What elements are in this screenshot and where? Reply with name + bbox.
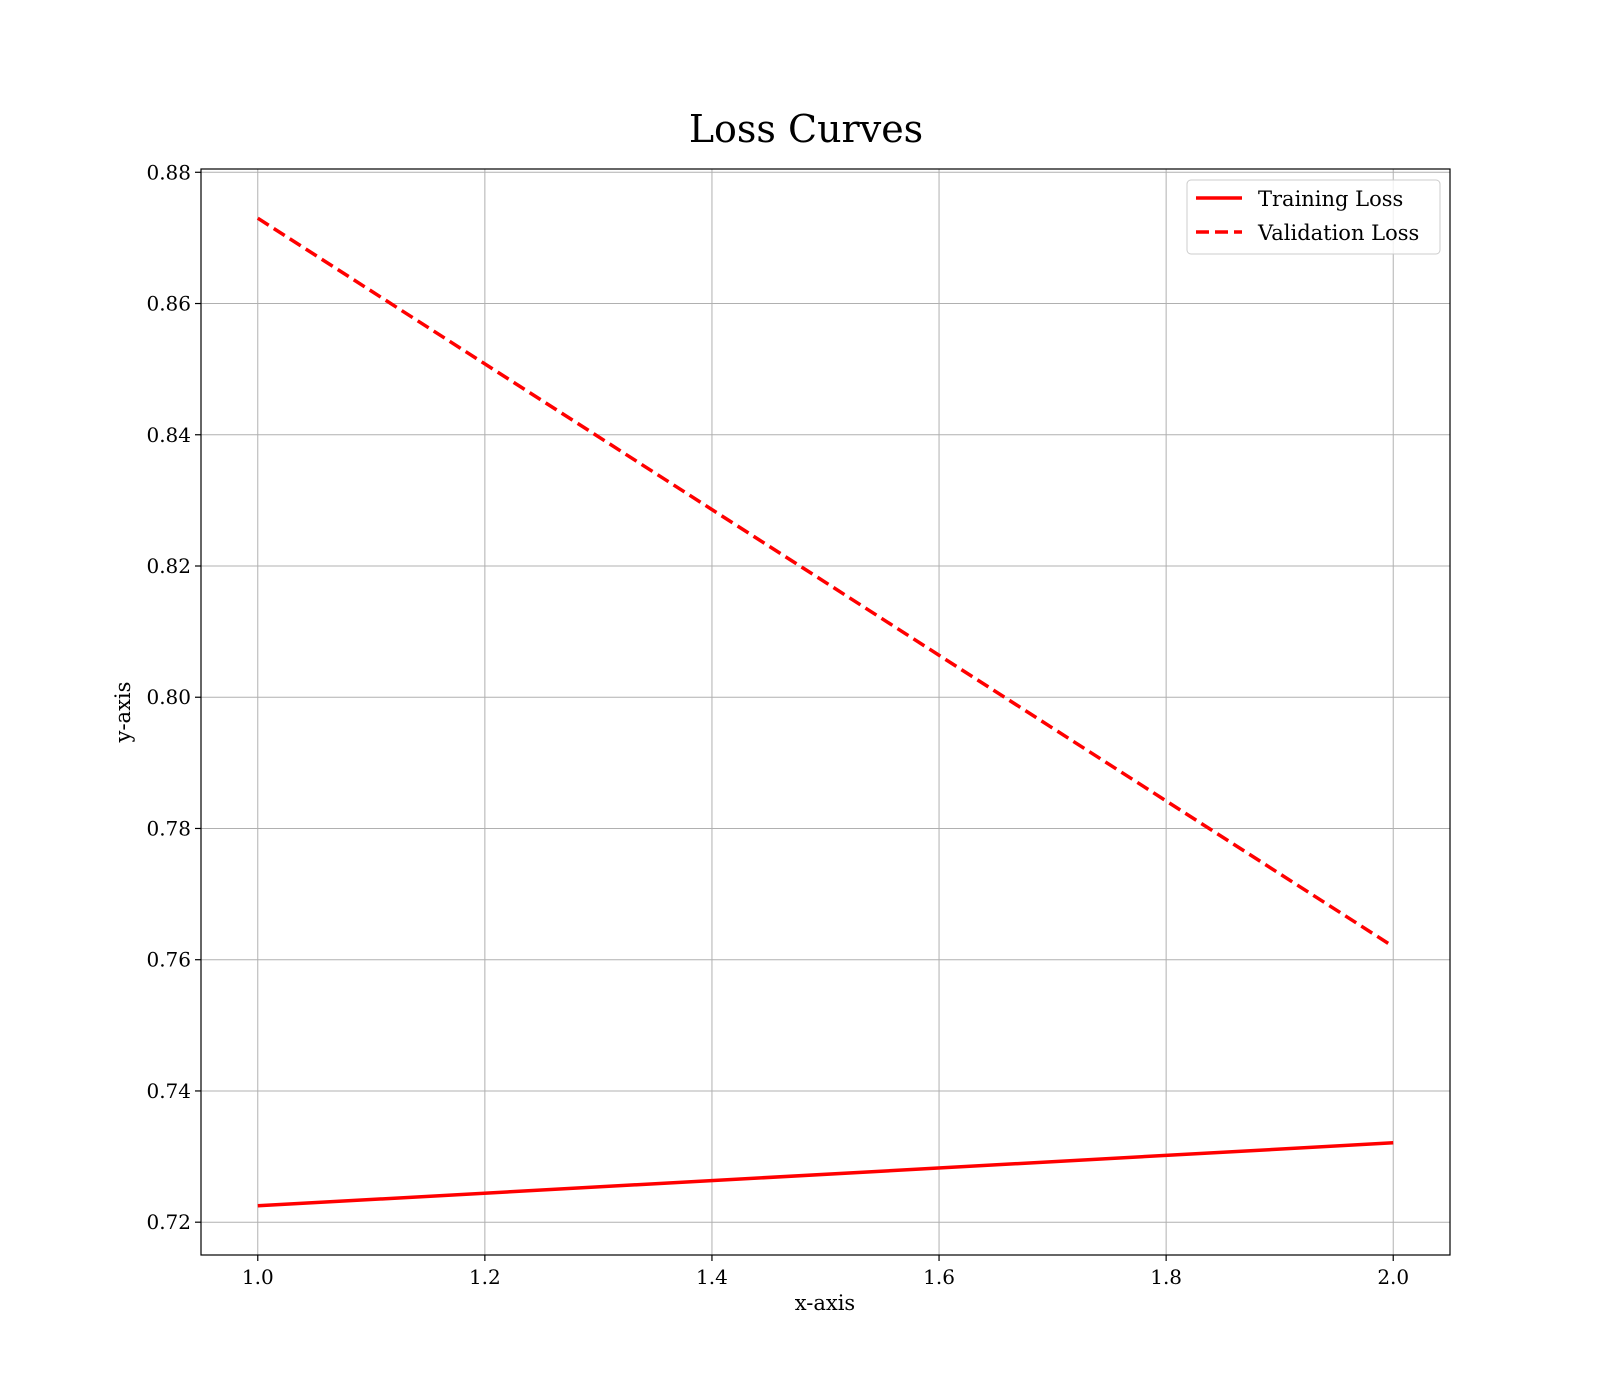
y-tick-label: 0.76 [146,948,191,972]
series-line-training-loss [257,1141,1394,1208]
y-axis-label: y-axis [111,682,135,744]
y-tick-label: 0.80 [146,685,191,709]
x-axis-ticks: 1.0 1.2 1.4 1.6 1.8 2.0 [242,1255,1409,1289]
x-tick-label: 2.0 [1377,1265,1409,1289]
y-tick-label: 0.74 [146,1079,191,1103]
legend: Training Loss Validation Loss [1186,179,1441,255]
y-tick-label: 0.78 [146,816,191,840]
plot-area-frame [200,168,1451,1256]
x-tick-label: 1.2 [469,1265,501,1289]
y-tick-label: 0.84 [146,423,191,447]
legend-label-training-loss: Training Loss [1258,187,1403,211]
legend-label-validation-loss: Validation Loss [1257,221,1419,245]
series-lines [256,216,1395,1208]
y-axis-ticks: 0.72 0.74 0.76 0.78 0.80 0.82 0.84 0.86 0.88 [146,160,201,1234]
y-tick-label: 0.86 [146,292,191,316]
x-tick-label: 1.4 [696,1265,728,1289]
y-tick-label: 0.72 [146,1210,191,1234]
legend-box [1186,179,1441,255]
x-tick-label: 1.0 [242,1265,274,1289]
x-tick-label: 1.8 [1150,1265,1182,1289]
chart-title: Loss Curves [689,107,923,151]
x-axis-label: x-axis [795,1291,855,1315]
x-tick-label: 1.6 [923,1265,955,1289]
y-tick-label: 0.82 [146,554,191,578]
grid-lines [201,169,1450,1255]
y-tick-label: 0.88 [146,160,191,184]
series-line-validation-loss [256,216,1395,949]
